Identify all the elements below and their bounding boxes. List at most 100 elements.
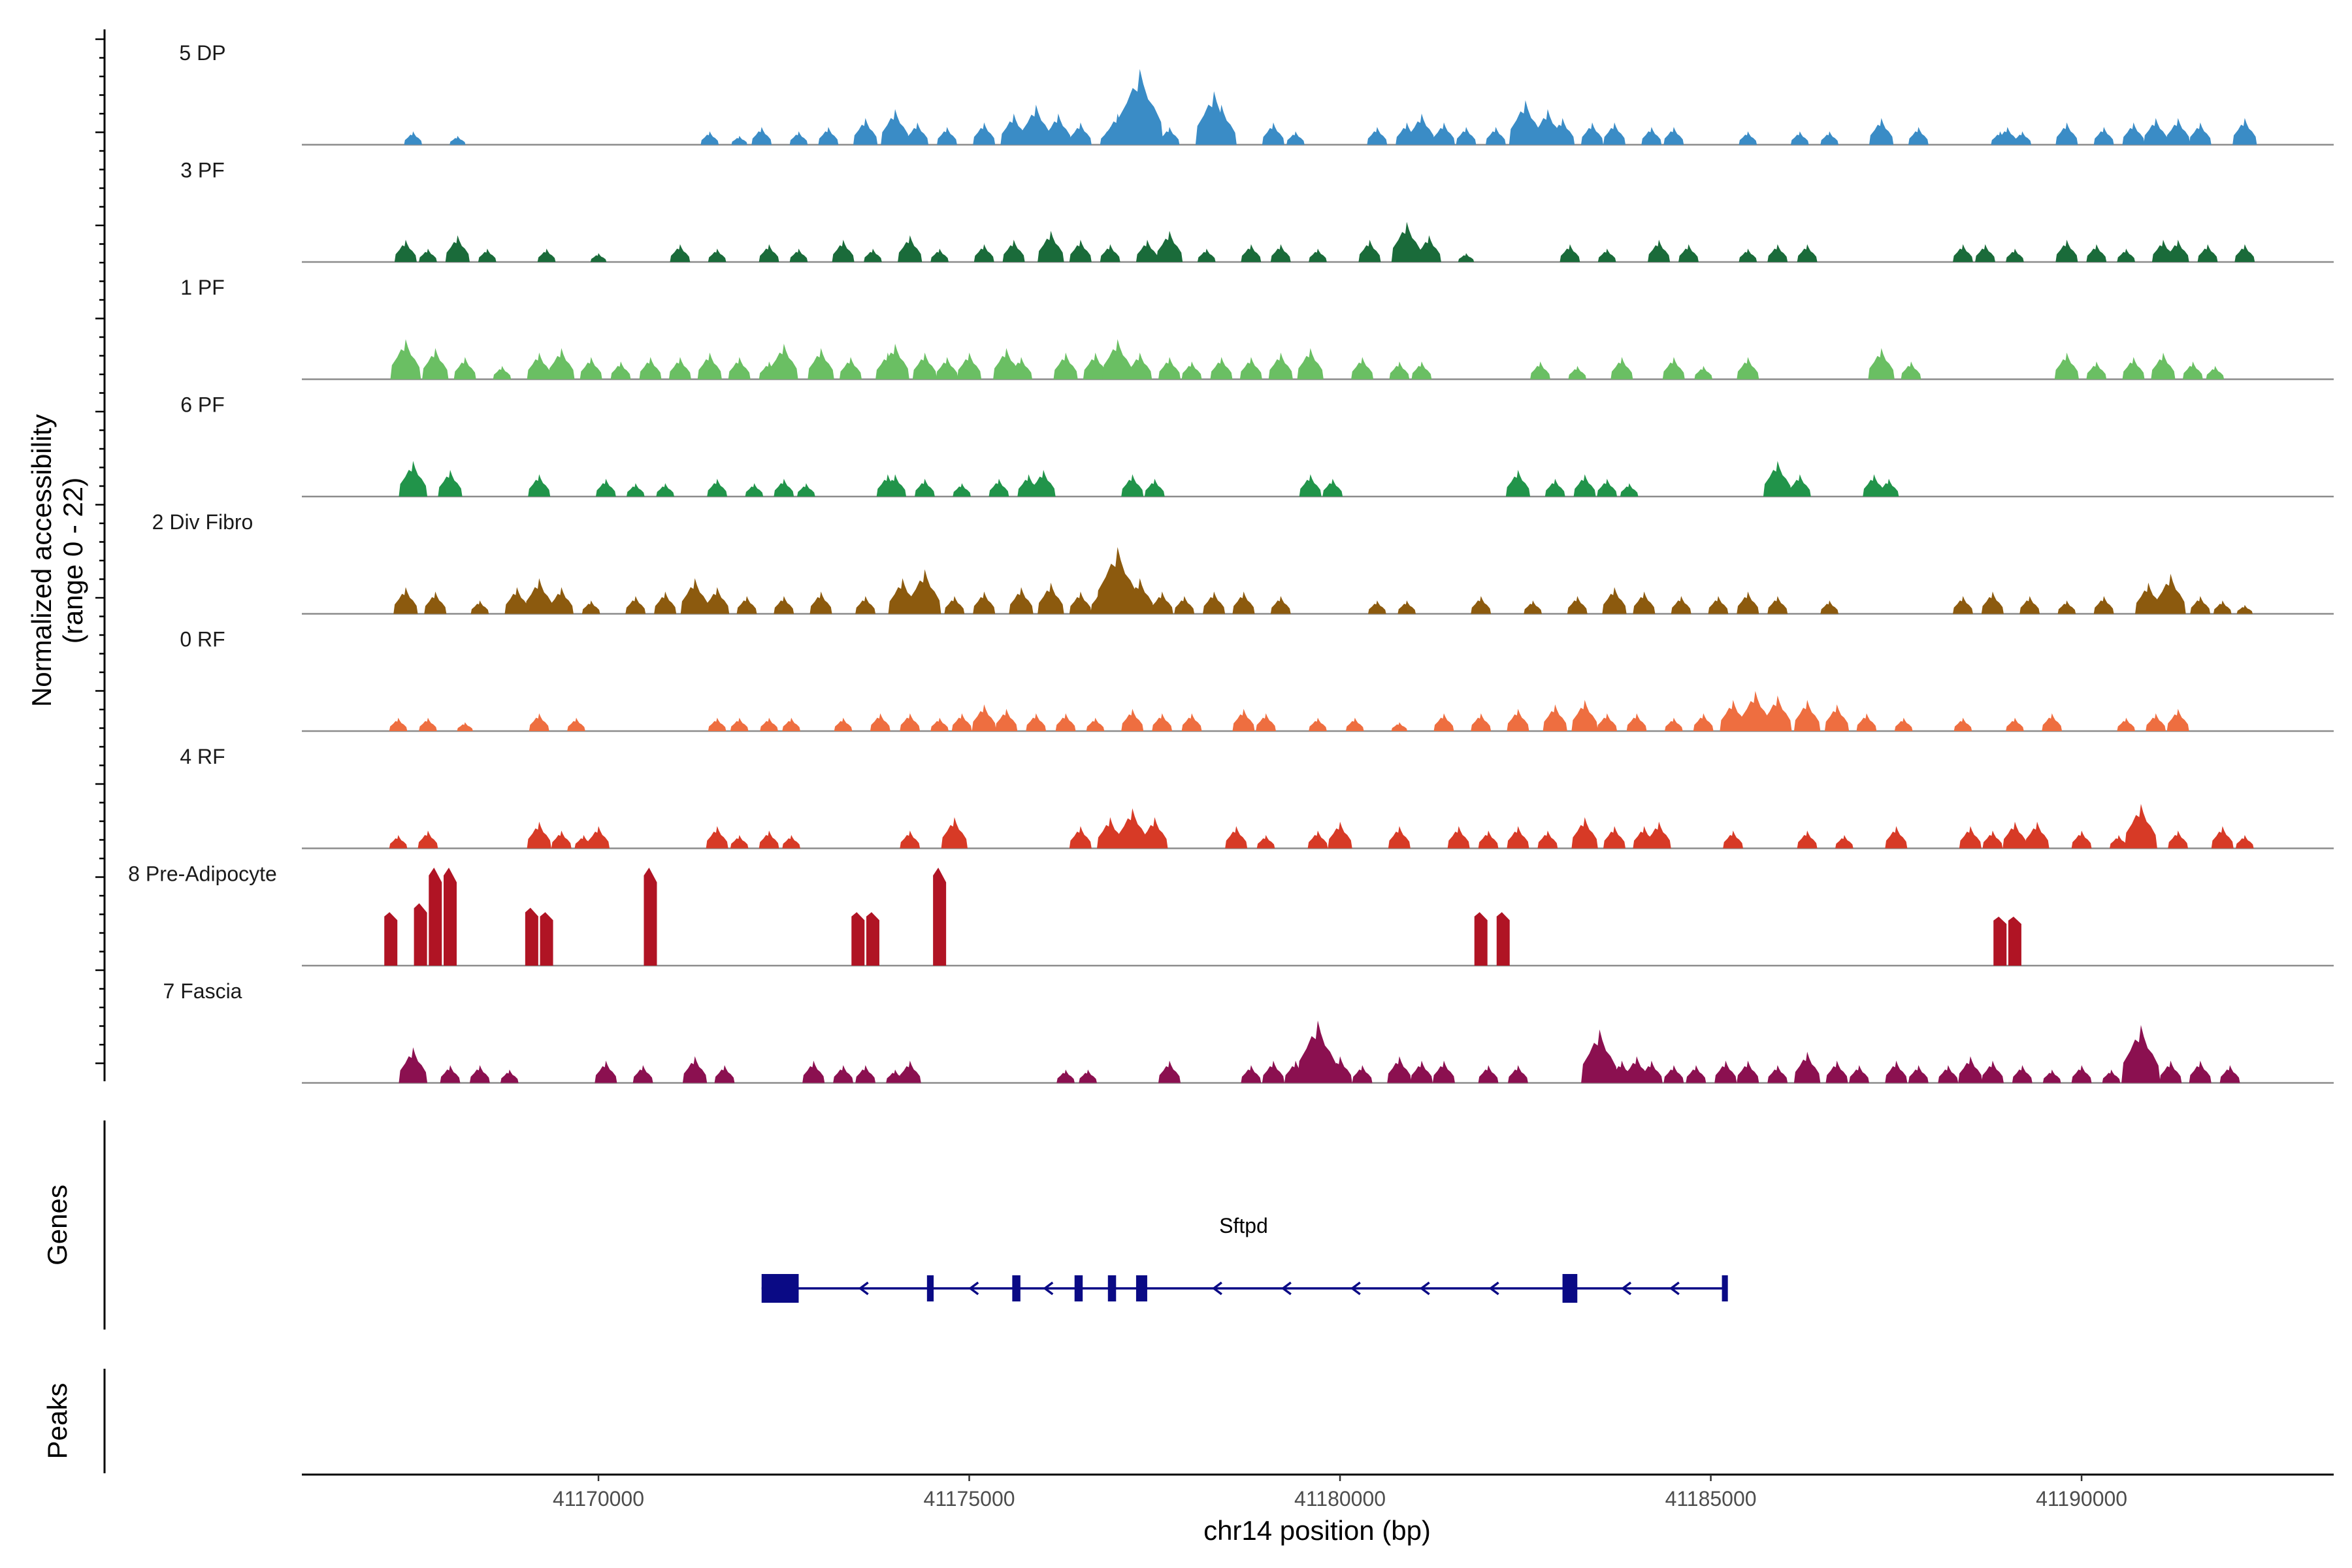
coverage-peak (1458, 253, 1475, 262)
coverage-peak (808, 348, 834, 380)
coverage-peak (2235, 835, 2254, 849)
coverage-peak (1297, 1021, 1339, 1083)
coverage-peak (1152, 713, 1173, 731)
coverage-peak (1790, 131, 1809, 145)
coverage-peak (912, 352, 938, 380)
coverage-peak (1358, 239, 1381, 262)
coverage-peak (2071, 830, 2092, 849)
coverage-peak (1646, 821, 1671, 849)
gene-model-sftpd: Sftpd (761, 1214, 1728, 1303)
coverage-peak (1478, 1065, 1499, 1083)
coverage-peak (527, 352, 551, 380)
coverage-peak (759, 244, 779, 262)
coverage-peak (1156, 231, 1183, 262)
coverage-peak (2124, 804, 2157, 849)
coverage-peak (1270, 596, 1291, 614)
coverage-peak (1391, 722, 1408, 731)
strand-arrow (1669, 1281, 1680, 1296)
gene-exon (761, 1274, 799, 1303)
track-label: 4 RF (180, 745, 225, 768)
coverage-peak (2213, 600, 2232, 614)
coverage-peak (1096, 817, 1124, 849)
track-label: 6 PF (180, 393, 225, 417)
coverage-peak (2190, 596, 2211, 614)
coverage-peak (1069, 239, 1092, 262)
coverage-peak (1663, 1065, 1684, 1083)
coverage-peak (2234, 244, 2255, 262)
coverage-peak (832, 239, 855, 262)
coverage-peak (1328, 821, 1352, 849)
coverage-peak (2086, 361, 2107, 380)
coverage-peak (839, 357, 862, 380)
coverage-peak (1797, 830, 1818, 849)
coverage-peak (2006, 248, 2024, 262)
coverage-peak (1953, 244, 1973, 262)
coverage-peak (2122, 122, 2145, 145)
coverage-peak (1982, 830, 2003, 849)
coverage-peak (1389, 361, 1410, 380)
coverage-peak (587, 826, 610, 849)
coverage-peak (1411, 361, 1432, 380)
coverage-peak (1009, 357, 1032, 380)
coverage-peak (2117, 717, 2135, 731)
coverage-peak (736, 596, 757, 614)
coverage-peak (944, 596, 965, 614)
coverage-peak (809, 591, 832, 614)
coverage-peak (1096, 547, 1139, 614)
coverage-peak (1135, 239, 1158, 262)
coverage-peak (972, 704, 996, 731)
coverage-peak (625, 596, 646, 614)
coverage-peak (930, 717, 949, 731)
gene-name-label: Sftpd (1219, 1214, 1268, 1237)
coverage-peak (404, 131, 423, 145)
coverage-peak (1720, 700, 1746, 731)
coverage-peak (389, 835, 408, 849)
coverage-peak (705, 587, 730, 614)
coverage-peak (2121, 1024, 2161, 1083)
coverage-peak (1737, 357, 1759, 380)
coverage-peak (1603, 826, 1626, 849)
coverage-peak (797, 483, 815, 497)
coverage-peak (414, 903, 427, 966)
coverage-peak (384, 912, 398, 966)
coverage-peak (2211, 826, 2234, 849)
coverage-peak (1002, 239, 1025, 262)
coverage-peak (1537, 830, 1558, 849)
coverage-peak (1158, 1060, 1181, 1083)
coverage-peak (1767, 596, 1788, 614)
coverage-peak (1671, 596, 1691, 614)
coverage-peak (644, 868, 657, 966)
track-label: 2 Div Fibro (152, 510, 253, 534)
coverage-peak (457, 722, 473, 731)
coverage-peak (389, 717, 408, 731)
coverage-peak (1239, 357, 1262, 380)
coverage-peak (1505, 470, 1531, 497)
coverage-peak (1626, 713, 1647, 731)
coverage-peak (1938, 1065, 1959, 1083)
coverage-peak (1241, 1065, 1262, 1083)
coverage-peak (2042, 1070, 2061, 1083)
coverage-peak (915, 478, 935, 497)
coverage-peak (789, 248, 808, 262)
track-label: 8 Pre-Adipocyte (128, 862, 277, 886)
coverage-peak (1210, 357, 1233, 380)
coverage-peak (1507, 708, 1529, 731)
coverage-peak (529, 713, 549, 731)
coverage-peak (941, 817, 968, 849)
coverage-peak (1975, 244, 1995, 262)
coverage-peak (1079, 1070, 1097, 1083)
coverage-peak (782, 717, 800, 731)
coverage-peak (881, 343, 909, 380)
coverage-peak (1908, 127, 1929, 145)
coverage-peak (399, 461, 428, 497)
coverage-peak (898, 235, 923, 262)
coverage-peak (668, 357, 691, 380)
track-label: 0 RF (180, 628, 225, 651)
coverage-peak (2135, 582, 2162, 614)
coverage-peak (1863, 474, 1886, 497)
coverage-peak (851, 912, 865, 966)
genes-track-title: Genes (42, 1184, 73, 1266)
gene-exon (1012, 1275, 1021, 1301)
coverage-peak (1256, 713, 1276, 731)
coverage-peak (1602, 587, 1627, 614)
